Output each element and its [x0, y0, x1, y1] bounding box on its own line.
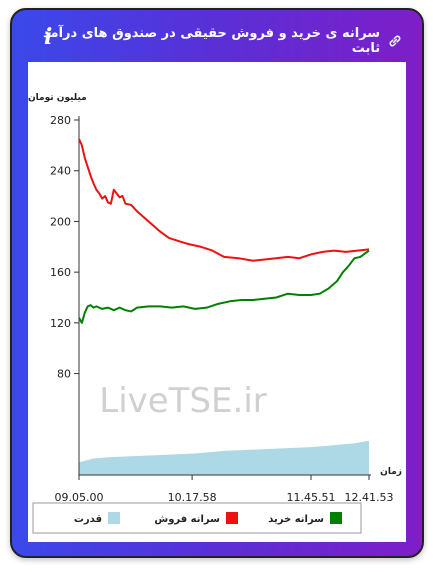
y-tick-label: 240 — [50, 165, 71, 178]
legend-label: سرانه فروش — [154, 514, 220, 525]
chart-svg: LiveTSE.ir 80 120 160 200 240 280 09.05.00 10.17… — [28, 93, 402, 534]
y-tick-label: 80 — [57, 368, 71, 381]
chart-card: i سرانه ی خرید و فروش حقیقی در صندوق های… — [10, 8, 424, 558]
chart-panel: LiveTSE.ir 80 120 160 200 240 280 09.05.00 10.17… — [28, 62, 406, 542]
x-axis-label: زمان — [380, 467, 402, 477]
card-header: i سرانه ی خرید و فروش حقیقی در صندوق های… — [12, 10, 422, 62]
link-icon[interactable] — [386, 32, 404, 50]
x-tick-label: 09.05.00 — [55, 491, 104, 504]
legend-swatch — [108, 512, 120, 524]
y-tick-label: 280 — [50, 114, 71, 127]
legend-label: قدرت — [74, 514, 102, 525]
legend-swatch — [226, 512, 238, 524]
x-tick-label: 11.45.51 — [287, 491, 336, 504]
series-line — [78, 138, 370, 262]
y-tick-label: 200 — [50, 215, 71, 228]
legend-box — [32, 502, 362, 534]
series-line — [78, 249, 370, 324]
y-tick-label: 120 — [50, 317, 71, 330]
legend-label: سرانه خرید — [268, 514, 324, 525]
chart-title-row: سرانه ی خرید و فروش حقیقی در صندوق های د… — [12, 26, 404, 56]
chart-title: سرانه ی خرید و فروش حقیقی در صندوق های د… — [43, 26, 381, 56]
watermark: LiveTSE.ir — [99, 381, 267, 421]
series-area-power — [79, 440, 369, 475]
y-tick-label: 160 — [50, 266, 71, 279]
info-icon[interactable]: i — [44, 24, 53, 50]
x-tick-label: 10.17.58 — [168, 491, 217, 504]
y-axis-label: میلیون تومان — [28, 93, 87, 103]
legend-swatch — [330, 512, 342, 524]
x-tick-label: 12.41.53 — [345, 491, 394, 504]
